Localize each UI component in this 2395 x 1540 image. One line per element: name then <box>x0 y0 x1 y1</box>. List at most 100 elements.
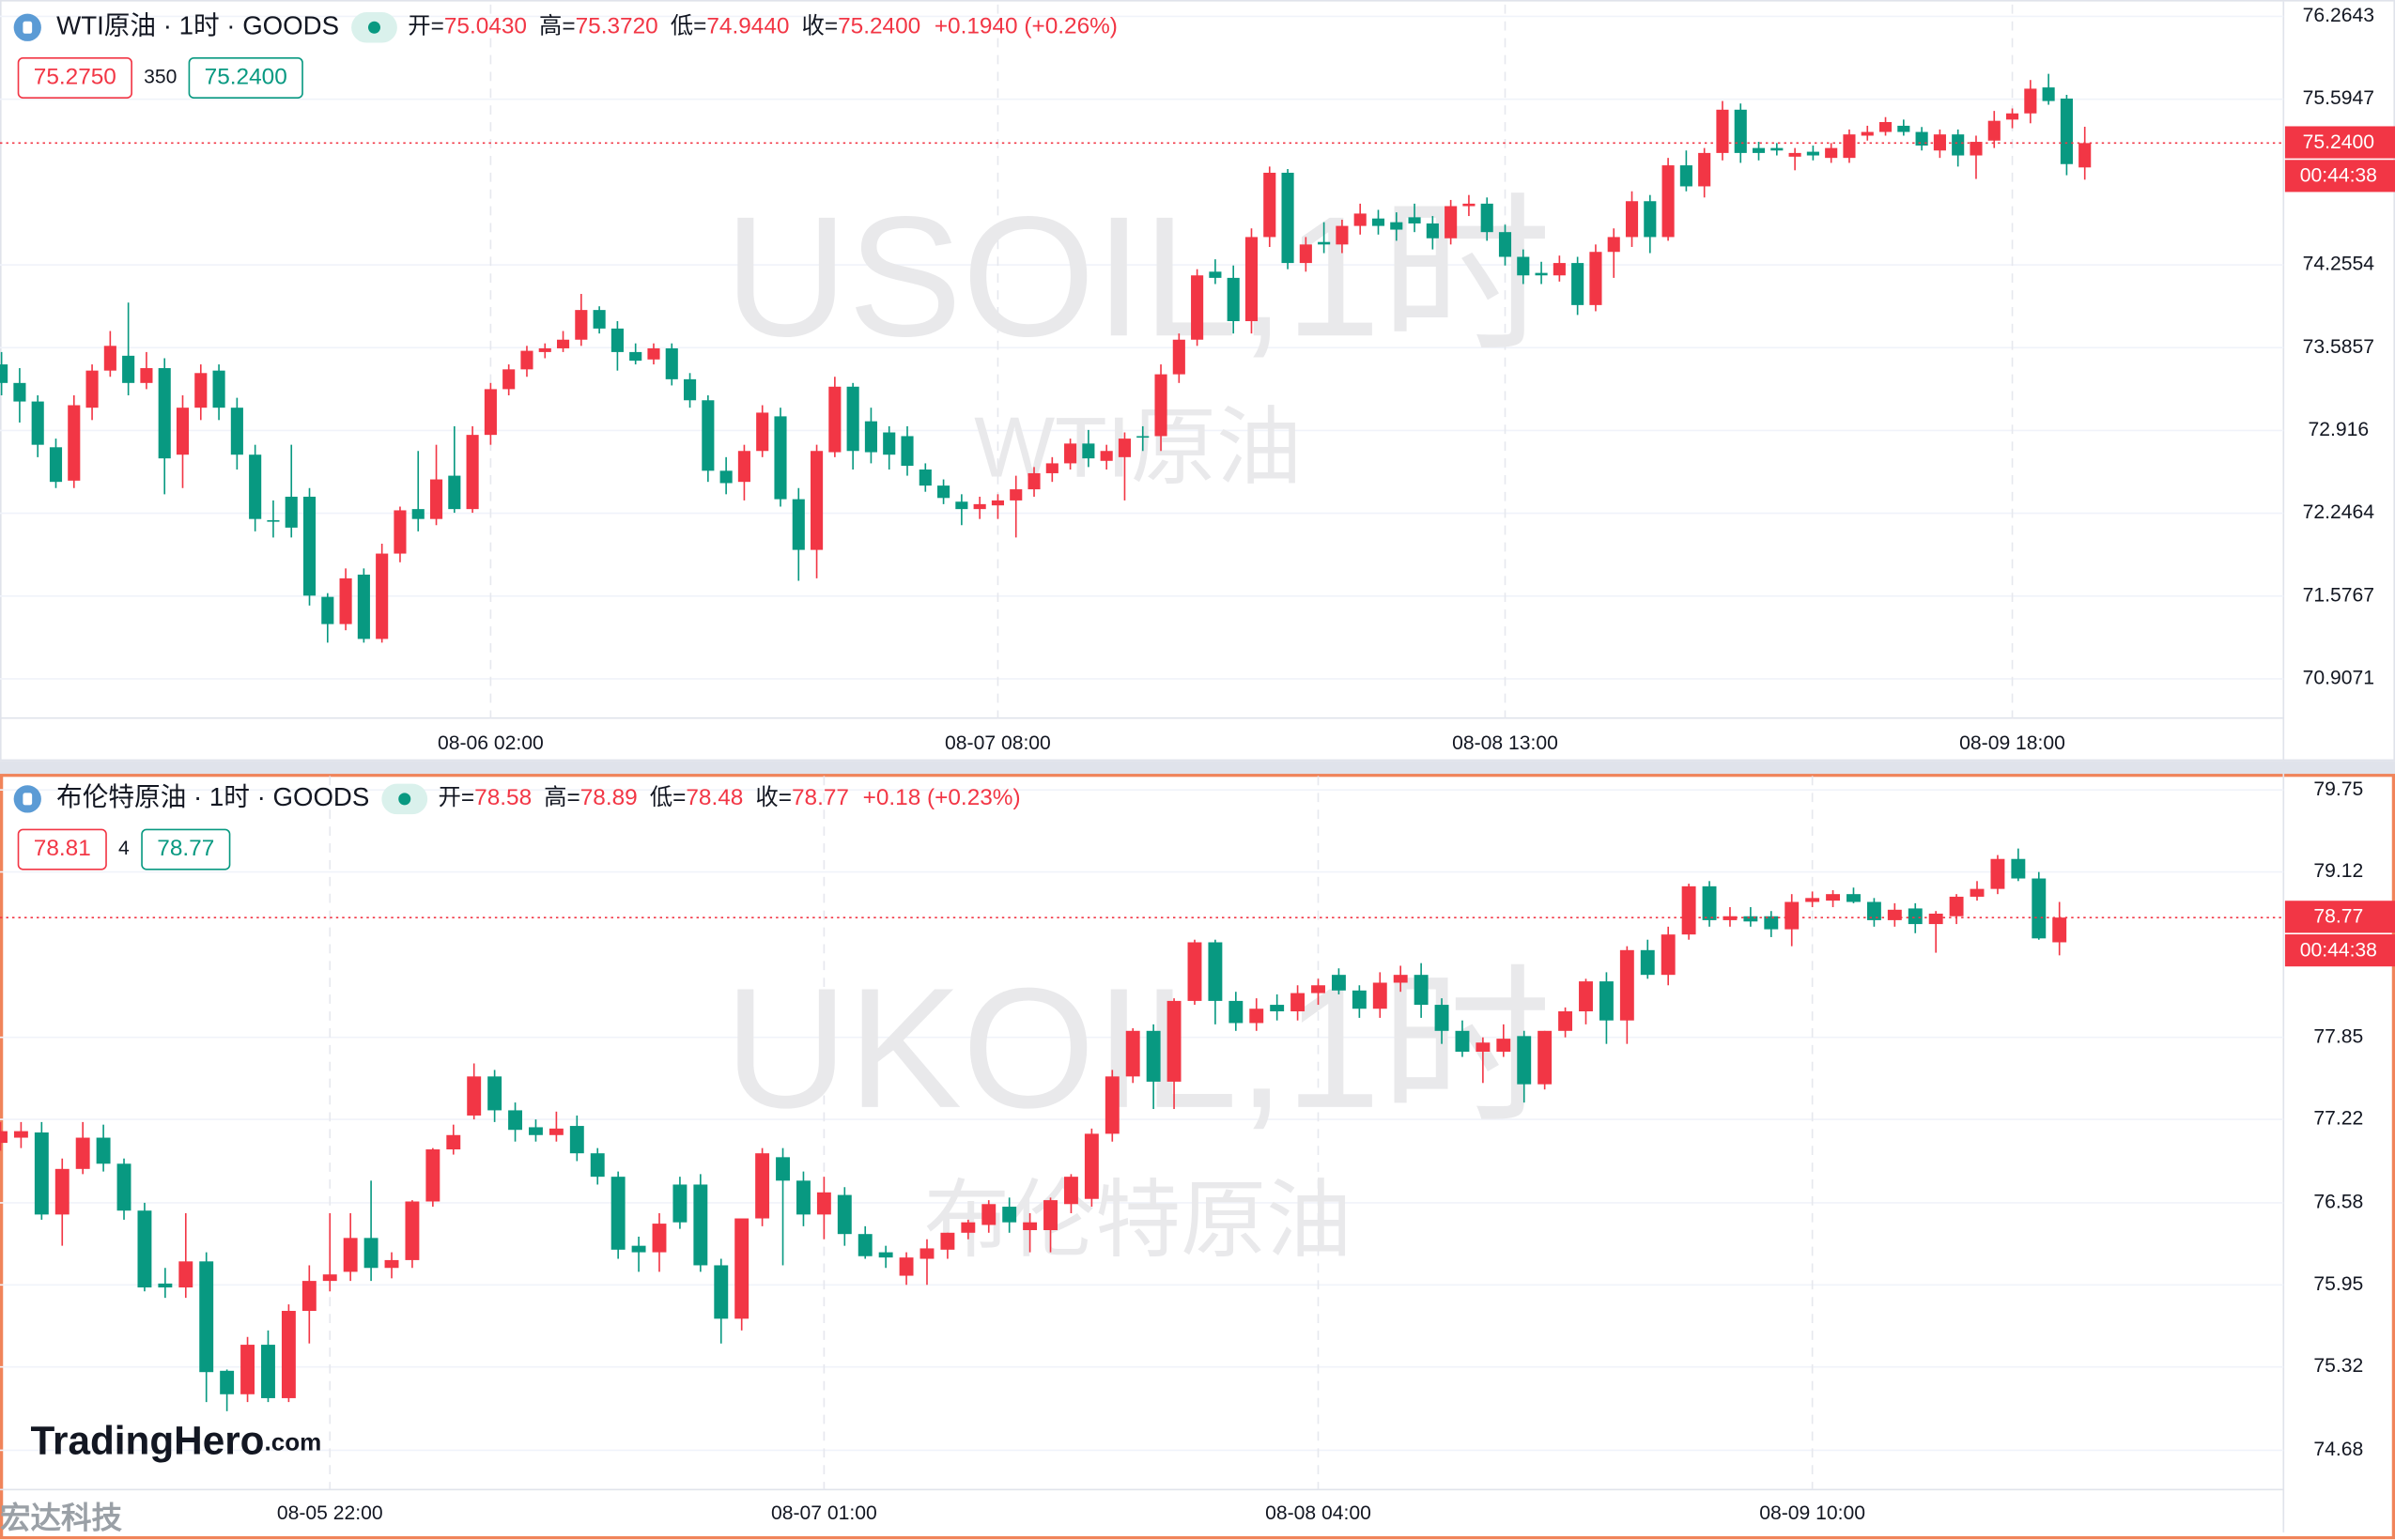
candle-body <box>1002 1207 1017 1223</box>
candle-body <box>140 368 153 383</box>
candle-body <box>973 503 986 510</box>
candle-body <box>1949 896 1964 916</box>
candle-body <box>1462 203 1476 207</box>
y-tick-label: 76.2643 <box>2303 5 2374 26</box>
candle-body <box>13 382 26 402</box>
y-tick-label: 79.12 <box>2313 860 2363 882</box>
candle-body <box>1866 901 1881 920</box>
y-tick-label: 74.2554 <box>2303 254 2375 275</box>
candle-body <box>1023 1222 1038 1231</box>
candle-body <box>816 1192 831 1215</box>
candle-body <box>240 1345 255 1394</box>
ask-price: 78.77 <box>157 836 214 861</box>
candle-body <box>1553 263 1566 276</box>
candle-body <box>1764 916 1779 930</box>
candle-body <box>1064 443 1077 464</box>
symbol-title: 布伦特原油 · 1时 · GOODS <box>56 782 369 811</box>
y-tick-label: 74.68 <box>2313 1439 2363 1460</box>
ohlc-fields: 开=75.0430 高=75.3720 低=74.9440 收=75.2400 +0.1… <box>408 14 1118 39</box>
bid-price: 78.81 <box>34 836 91 861</box>
candle-body <box>919 1248 935 1259</box>
symbol-title: WTI原油 · 1时 · GOODS <box>56 11 339 40</box>
field-label: 高= <box>539 14 576 39</box>
candle-body <box>1716 109 1729 153</box>
candle-body <box>1785 901 1800 930</box>
candle-body <box>1209 271 1222 278</box>
status-dot <box>367 21 381 34</box>
candle-body <box>549 1128 564 1135</box>
candle-body <box>484 389 497 436</box>
field-label: 收= <box>801 14 838 39</box>
candle-body <box>665 347 678 379</box>
candle-body <box>2011 858 2026 879</box>
candle-body <box>1043 1200 1058 1231</box>
candle-body <box>49 447 63 483</box>
candle-body <box>1136 436 1150 439</box>
y-tick-label: 72.2464 <box>2303 501 2375 523</box>
candle-body <box>734 1218 749 1319</box>
x-tick-label: 08-07 08:00 <box>945 732 1051 754</box>
candle-body <box>1887 909 1902 920</box>
candle-body <box>249 454 262 519</box>
candle-body <box>1743 916 1758 922</box>
candle-body <box>302 496 317 596</box>
candle-body <box>899 1257 914 1276</box>
bid-box <box>17 57 132 99</box>
x-tick-label: 08-06 02:00 <box>438 732 544 754</box>
candle-body <box>1826 894 1841 901</box>
candle-body <box>429 479 443 519</box>
candle-body <box>1517 256 1530 276</box>
candle-body <box>1496 1039 1511 1052</box>
last-price-label: 78.77 <box>2313 906 2363 928</box>
candle-body <box>1589 252 1602 305</box>
symbol-icon-glyph <box>23 21 33 34</box>
candle-body <box>1270 1005 1285 1012</box>
candle-body <box>1644 201 1657 238</box>
candle-body <box>1414 975 1429 1006</box>
field-value: 75.0430 <box>444 14 527 39</box>
candle-body <box>1426 223 1439 239</box>
candle-body <box>411 509 425 519</box>
candle-body <box>828 386 842 453</box>
candle-body <box>376 553 389 639</box>
candle-body <box>502 369 516 390</box>
candle-body <box>1372 982 1387 1009</box>
candle-body <box>1915 131 1928 146</box>
candle-body <box>1125 1030 1140 1077</box>
spread: 4 <box>118 838 130 859</box>
candle-body <box>1336 225 1349 245</box>
x-tick-label: 08-07 01:00 <box>771 1502 877 1524</box>
candle-body <box>1908 908 1923 925</box>
candle-body <box>1517 1036 1532 1085</box>
candle-body <box>1990 858 2005 889</box>
corner-mark: 宏达科技 <box>0 1501 123 1534</box>
candle-body <box>1118 439 1132 457</box>
pane-border-active <box>0 774 2395 1540</box>
watermark: USOIL,1时 <box>724 180 1552 372</box>
candle-body <box>1154 374 1167 437</box>
candle-body <box>425 1149 440 1202</box>
candle-body <box>1843 134 1856 159</box>
candle-body <box>1681 886 1696 935</box>
candle-body <box>719 470 733 484</box>
candle-body <box>285 496 298 528</box>
candle-body <box>940 1232 955 1250</box>
field-value: 78.77 <box>792 785 849 810</box>
candle-body <box>755 1153 770 1219</box>
candle-body <box>1702 886 1717 920</box>
candle-body <box>384 1259 399 1269</box>
candle-body <box>1318 241 1331 245</box>
candle-body <box>575 310 588 340</box>
candle-body <box>2078 143 2092 168</box>
candle-body <box>448 475 461 510</box>
candle-body <box>178 1261 193 1288</box>
field-value: 75.2400 <box>838 14 920 39</box>
y-tick-label: 77.85 <box>2313 1025 2363 1047</box>
candle-body <box>34 1132 49 1215</box>
candle-body <box>1353 213 1367 226</box>
candle-body <box>1228 1000 1244 1024</box>
candle-body <box>520 350 533 370</box>
x-tick-label: 08-08 13:00 <box>1452 732 1558 754</box>
candle-body <box>446 1134 461 1150</box>
candle-body <box>1770 147 1784 151</box>
